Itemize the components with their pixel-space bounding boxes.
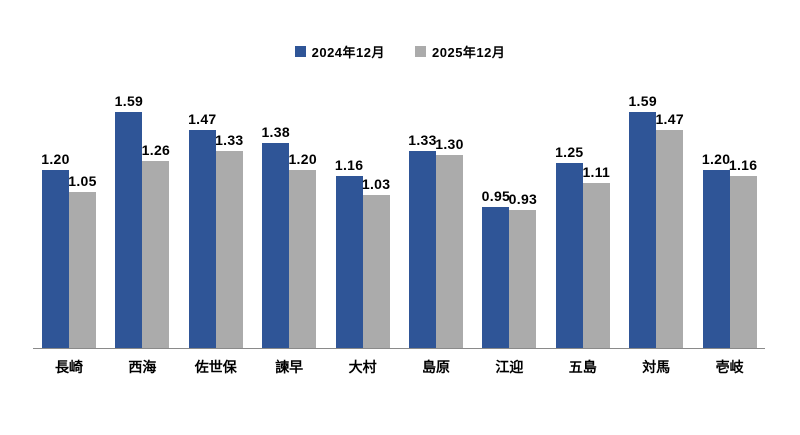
- category-label-諫早: 諫早: [275, 359, 304, 375]
- bar-2025年12月-壱岐: [729, 176, 757, 348]
- bar-2024年12月-長崎: [42, 170, 69, 348]
- category-label-壱岐: 壱岐: [715, 359, 744, 375]
- value-label-2024年12月-諫早: 1.38: [261, 124, 290, 141]
- value-label-2024年12月-大村: 1.16: [334, 156, 364, 173]
- bar-2024年12月-江迎: [482, 207, 510, 348]
- value-label-2024年12月-西海: 1.59: [114, 93, 144, 110]
- category-label-大村: 大村: [348, 359, 377, 375]
- legend-item-2025: 2025年12月: [415, 42, 505, 61]
- bar-2024年12月-対馬: [629, 112, 657, 348]
- value-label-2025年12月-島原: 1.30: [435, 136, 464, 153]
- bar-2024年12月-大村: [335, 176, 363, 348]
- value-label-2024年12月-対馬: 1.59: [628, 93, 657, 110]
- value-label-2024年12月-島原: 1.33: [408, 131, 437, 148]
- value-label-2025年12月-壱岐: 1.16: [728, 156, 758, 173]
- category-label-島原: 島原: [422, 359, 450, 375]
- legend-label-2024: 2024年12月: [311, 45, 385, 60]
- legend: 2024年12月 2025年12月: [0, 42, 800, 61]
- bar-2025年12月-対馬: [656, 130, 684, 348]
- bar-2024年12月-島原: [409, 150, 436, 348]
- legend-item-2024: 2024年12月: [294, 42, 385, 61]
- value-label-2025年12月-佐世保: 1.33: [215, 131, 244, 148]
- legend-swatch-2025-icon: [415, 46, 426, 57]
- value-label-2025年12月-諫早: 1.20: [288, 151, 317, 168]
- bar-2025年12月-佐世保: [215, 150, 243, 348]
- category-label-佐世保: 佐世保: [194, 359, 237, 375]
- bar-2025年12月-長崎: [69, 192, 96, 348]
- value-label-2025年12月-西海: 1.26: [141, 142, 171, 159]
- bar-2025年12月-大村: [362, 195, 390, 348]
- value-label-2024年12月-壱岐: 1.20: [701, 151, 731, 168]
- x-axis-line: [33, 348, 765, 349]
- legend-swatch-2024-icon: [294, 46, 306, 57]
- bar-2024年12月-西海: [115, 112, 143, 348]
- bar-2025年12月-江迎: [509, 210, 537, 348]
- value-label-2025年12月-五島: 1.11: [582, 164, 611, 181]
- legend-label-2025: 2025年12月: [432, 45, 506, 60]
- bar-2024年12月-壱岐: [702, 170, 730, 348]
- value-label-2024年12月-五島: 1.25: [555, 143, 584, 160]
- bar-2025年12月-五島: [582, 183, 610, 348]
- category-label-西海: 西海: [128, 359, 157, 375]
- value-label-2025年12月-長崎: 1.05: [68, 173, 97, 190]
- category-label-対馬: 対馬: [642, 359, 671, 375]
- bar-2025年12月-西海: [142, 161, 170, 348]
- category-label-江迎: 江迎: [495, 359, 524, 375]
- bar-2024年12月-諫早: [262, 143, 290, 348]
- value-label-2025年12月-江迎: 0.93: [508, 191, 538, 208]
- value-label-2025年12月-大村: 1.03: [361, 176, 391, 193]
- value-label-2024年12月-佐世保: 1.47: [188, 111, 217, 127]
- bar-2025年12月-諫早: [289, 170, 317, 348]
- value-label-2024年12月-長崎: 1.20: [41, 151, 70, 168]
- category-label-五島: 五島: [568, 359, 597, 375]
- bar-2024年12月-佐世保: [188, 130, 216, 348]
- value-label-2025年12月-対馬: 1.47: [655, 111, 684, 127]
- bar-2025年12月-島原: [436, 155, 463, 348]
- bar-2024年12月-五島: [555, 162, 583, 348]
- category-label-長崎: 長崎: [55, 359, 83, 375]
- value-label-2024年12月-江迎: 0.95: [481, 188, 511, 205]
